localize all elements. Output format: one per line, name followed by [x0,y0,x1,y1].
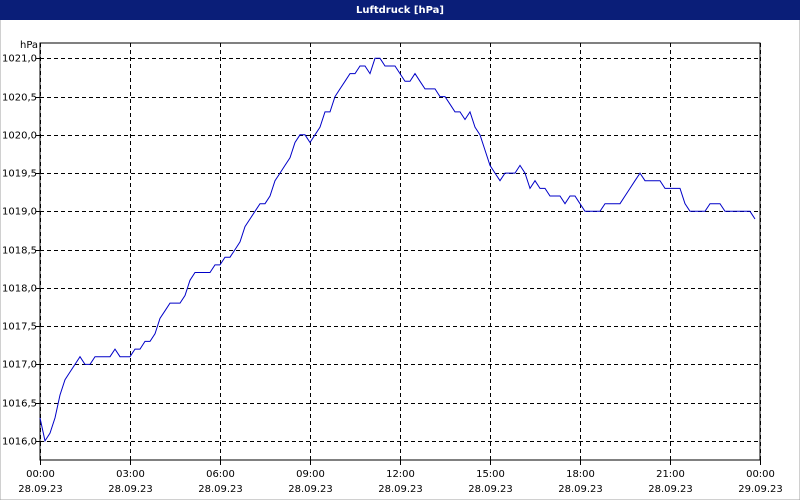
x-tick-label: 21:00 [656,469,685,480]
y-tick-label: 1019,5 [2,169,37,180]
y-tick-label: 1021,0 [2,54,37,65]
x-tick-date: 28.09.23 [288,484,333,495]
x-tick-label: 09:00 [296,469,325,480]
y-tick-label: 1017,0 [2,360,37,371]
x-tick-label: 06:00 [206,469,235,480]
y-tick-label: 1016,0 [2,437,37,448]
x-tick-label: 12:00 [386,469,415,480]
x-tick-date: 28.09.23 [198,484,243,495]
x-tick-date: 28.09.23 [108,484,153,495]
x-tick-date: 28.09.23 [558,484,603,495]
y-tick-label: 1017,5 [2,322,37,333]
chart-title: Luftdruck [hPa] [356,5,444,16]
y-tick-label: 1020,5 [2,93,37,104]
x-tick-label: 00:00 [746,469,775,480]
x-tick-label: 15:00 [476,469,505,480]
x-tick-label: 18:00 [566,469,595,480]
y-tick-label: 1018,0 [2,284,37,295]
data-line [39,57,756,443]
y-tick-label: 1019,0 [2,207,37,218]
y-tick-label: 1018,5 [2,246,37,257]
y-axis-label: hPa [20,40,38,51]
title-bar [0,0,800,20]
x-tick-label: 03:00 [116,469,145,480]
grid [40,43,761,460]
x-tick-date: 28.09.23 [648,484,693,495]
x-tick-date: 29.09.23 [738,484,783,495]
x-tick-date: 28.09.23 [468,484,513,495]
y-tick-label: 1016,5 [2,399,37,410]
x-tick-label: 00:00 [26,469,55,480]
y-tick-label: 1020,0 [2,131,37,142]
x-tick-date: 28.09.23 [378,484,423,495]
x-tick-date: 28.09.23 [18,484,63,495]
